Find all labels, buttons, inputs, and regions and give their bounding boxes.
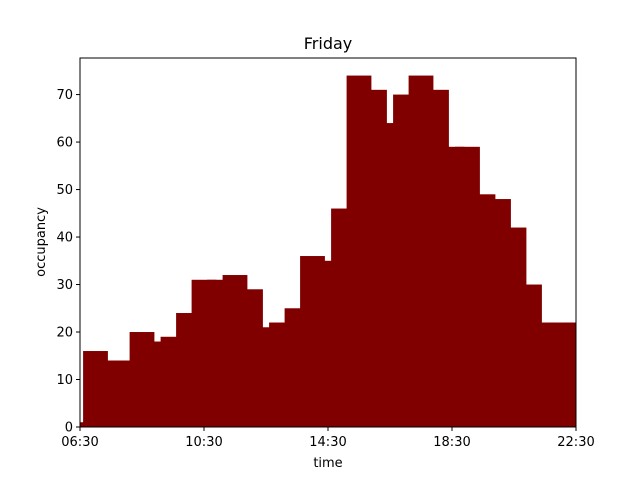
- y-tick-label: 50: [56, 183, 73, 198]
- x-tick-label: 06:30: [61, 435, 98, 450]
- y-tick-label: 20: [56, 326, 73, 341]
- bars-group: [80, 75, 576, 427]
- x-tick-label: 22:30: [557, 435, 594, 450]
- x-axis-label: time: [313, 456, 342, 471]
- y-tick-label: 40: [56, 231, 73, 246]
- x-tick-label: 10:30: [185, 435, 222, 450]
- y-tick-label: 30: [56, 278, 73, 293]
- y-axis: 0 10 20 30 40 50 60 70: [56, 88, 80, 436]
- y-tick-label: 70: [56, 88, 73, 103]
- x-tick-label: 14:30: [309, 435, 346, 450]
- y-tick-label: 60: [56, 136, 73, 151]
- x-axis: 06:30 10:30 14:30 18:30 22:30: [61, 427, 595, 450]
- y-tick-label: 10: [56, 373, 73, 388]
- y-tick-label: 0: [65, 421, 73, 436]
- bar: [563, 322, 576, 427]
- chart-title: Friday: [304, 34, 353, 53]
- x-tick-label: 18:30: [433, 435, 470, 450]
- y-axis-label: occupancy: [34, 207, 49, 277]
